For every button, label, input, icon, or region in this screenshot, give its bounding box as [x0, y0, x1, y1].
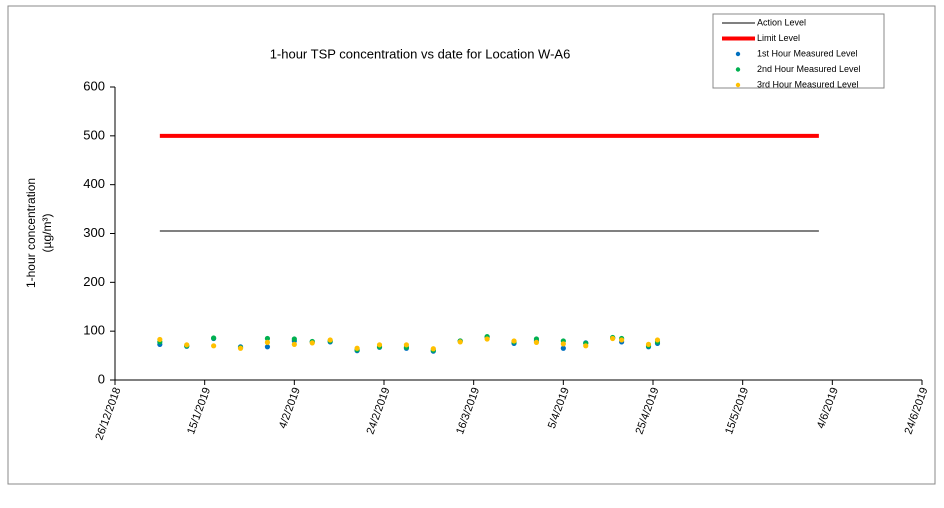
- data-point: [619, 337, 625, 343]
- x-tick-label: 26/12/2018: [93, 386, 123, 442]
- x-tick-label: 15/1/2019: [185, 386, 213, 436]
- legend-label: Action Level: [757, 17, 806, 27]
- legend-label: 1st Hour Measured Level: [757, 48, 858, 58]
- data-point: [645, 341, 652, 347]
- legend: [712, 13, 885, 89]
- data-point: [430, 346, 436, 352]
- data-point: [211, 335, 217, 341]
- data-point: [157, 336, 163, 343]
- chart-border: [7, 5, 936, 485]
- data-point: [291, 341, 297, 347]
- data-point: [560, 345, 566, 351]
- data-point: [654, 337, 661, 343]
- data-point: [457, 339, 463, 345]
- legend-swatch: [735, 82, 741, 88]
- x-tick-label: 15/5/2019: [723, 386, 751, 436]
- x-tick-label: 25/4/2019: [634, 386, 662, 436]
- legend-swatch: [735, 67, 741, 72]
- y-tick-label: 200: [83, 274, 105, 289]
- y-tick-label: 300: [83, 225, 105, 240]
- data-point: [376, 342, 383, 348]
- legend-label: 2nd Hour Measured Level: [757, 64, 861, 74]
- chart-title: 1-hour TSP concentration vs date for Loc…: [270, 46, 571, 61]
- data-point: [560, 341, 566, 347]
- data-point: [264, 344, 271, 350]
- data-point: [354, 345, 360, 351]
- data-point: [211, 343, 217, 349]
- y-label-line: 1-hour concentration: [24, 178, 38, 288]
- data-point: [309, 340, 315, 346]
- legend-label: Limit Level: [757, 33, 800, 43]
- data-point: [583, 343, 589, 349]
- data-point: [403, 342, 410, 348]
- data-point: [327, 337, 333, 343]
- data-point: [484, 336, 490, 342]
- data-point: [610, 335, 616, 342]
- data-point: [184, 342, 190, 348]
- data-point: [264, 335, 271, 342]
- y-label-line: (µg/m³): [40, 214, 54, 253]
- x-tick-label: 4/2/2019: [277, 386, 303, 430]
- legend-swatch: [735, 51, 741, 57]
- x-tick-label: 4/6/2019: [815, 386, 841, 430]
- x-tick-label: 5/4/2019: [546, 386, 572, 430]
- y-axis-title: 1-hour concentration (µg/m³): [24, 178, 54, 288]
- legend-label: 3rd Hour Measured Level: [757, 79, 859, 89]
- y-tick-label: 100: [83, 323, 105, 338]
- x-tick-label: 24/2/2019: [365, 386, 393, 436]
- data-point: [291, 336, 297, 342]
- data-point: [533, 339, 540, 345]
- x-tick-label: 16/3/2019: [454, 386, 482, 436]
- y-tick-label: 0: [98, 371, 105, 386]
- data-point: [237, 345, 244, 351]
- data-point: [511, 338, 517, 344]
- y-tick-label: 600: [83, 78, 105, 93]
- data-point: [264, 339, 271, 345]
- x-tick-label: 24/6/2019: [903, 386, 931, 436]
- y-tick-label: 500: [83, 127, 105, 142]
- y-tick-label: 400: [83, 176, 105, 191]
